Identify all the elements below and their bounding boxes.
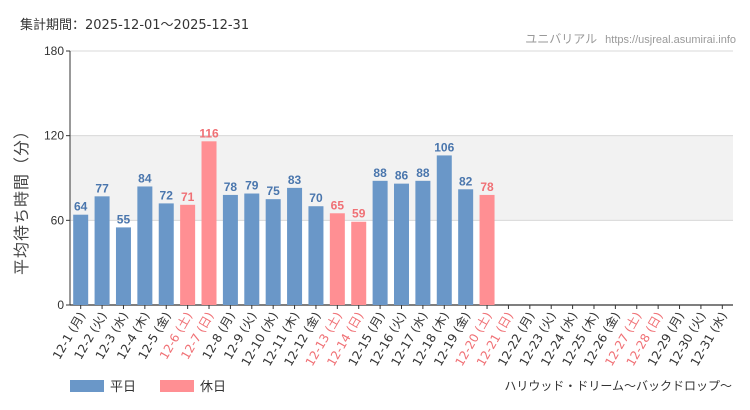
bar[interactable] — [287, 187, 303, 305]
bar[interactable] — [436, 155, 452, 305]
legend-item-holiday[interactable]: 休日 — [160, 376, 226, 395]
data-label: 75 — [266, 184, 280, 198]
legend-label-holiday: 休日 — [200, 380, 227, 395]
data-label: 83 — [288, 173, 302, 187]
data-label: 88 — [416, 166, 430, 180]
data-label: 78 — [480, 180, 494, 194]
bar[interactable] — [137, 186, 153, 305]
data-label: 79 — [245, 179, 259, 193]
attraction-name: ハリウッド・ドリーム～バックドロップ～ — [504, 379, 732, 393]
y-tick-label: 60 — [51, 213, 65, 227]
y-tick-label: 0 — [57, 298, 64, 312]
brand-url[interactable]: https://usjreal.asumirai.info — [605, 34, 736, 46]
data-label: 71 — [181, 190, 195, 204]
bar[interactable] — [351, 221, 367, 305]
legend-swatch-weekday — [70, 379, 104, 392]
data-label: 88 — [373, 166, 387, 180]
bar[interactable] — [415, 180, 431, 305]
data-label: 84 — [138, 171, 152, 185]
data-label: 59 — [352, 207, 366, 221]
legend-swatch-holiday — [160, 379, 195, 392]
data-label: 77 — [95, 181, 109, 195]
bar[interactable] — [158, 203, 174, 305]
bar[interactable] — [372, 180, 388, 305]
data-label: 86 — [395, 169, 409, 183]
bar[interactable] — [479, 194, 495, 305]
data-label: 78 — [224, 180, 238, 194]
bar[interactable] — [329, 213, 345, 305]
bar[interactable] — [394, 183, 409, 305]
bar[interactable] — [180, 204, 196, 305]
data-label: 65 — [331, 198, 345, 212]
bar[interactable] — [94, 196, 110, 305]
bar[interactable] — [458, 189, 474, 305]
site-brand: ユニバリアル https://usjreal.asumirai.info — [525, 30, 736, 47]
bar[interactable] — [222, 194, 238, 305]
bar[interactable] — [201, 141, 217, 305]
bar[interactable] — [308, 206, 324, 305]
y-tick-label: 180 — [44, 44, 64, 58]
collection-period: 集計期間：2025-12-01～2025-12-31 — [20, 18, 250, 33]
data-label: 55 — [117, 212, 131, 226]
data-label: 72 — [160, 188, 174, 202]
bar[interactable] — [244, 193, 260, 305]
bar[interactable] — [265, 199, 281, 305]
data-label: 106 — [434, 140, 454, 154]
data-label: 82 — [459, 174, 473, 188]
brand-name: ユニバリアル — [525, 32, 598, 46]
data-label: 70 — [309, 191, 323, 205]
data-label: 116 — [199, 126, 219, 140]
legend-item-weekday[interactable]: 平日 — [70, 376, 136, 395]
data-label: 64 — [74, 200, 88, 214]
bar[interactable] — [73, 214, 89, 305]
y-tick-label: 120 — [44, 129, 64, 143]
bar[interactable] — [115, 227, 131, 305]
legend-label-weekday: 平日 — [110, 380, 137, 395]
legend: 平日 休日 — [70, 376, 226, 395]
